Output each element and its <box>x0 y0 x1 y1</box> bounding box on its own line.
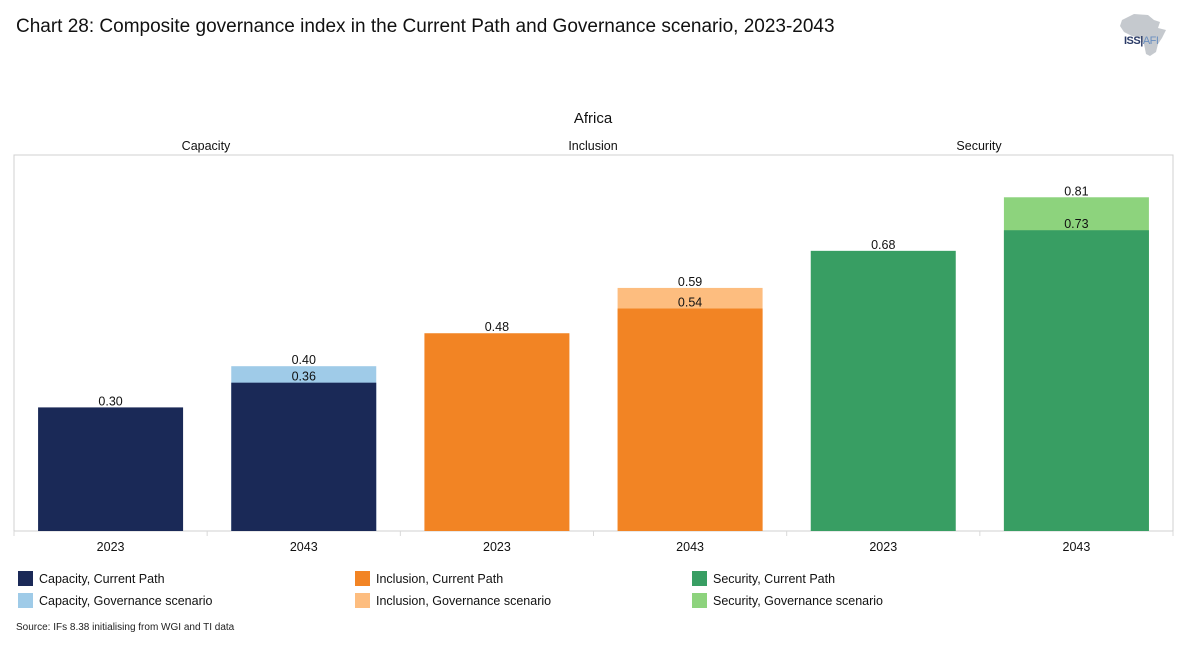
bar-current-path <box>231 382 377 531</box>
legend-swatch <box>355 571 370 586</box>
bar-current-path <box>617 308 763 531</box>
group-label-inclusion: Inclusion <box>568 139 618 153</box>
legend-item-inclusion-current: Inclusion, Current Path <box>355 571 503 586</box>
bar-current-path <box>38 407 184 531</box>
data-label-governance-scenario: 0.81 <box>1064 184 1088 198</box>
data-label-current-path: 0.30 <box>98 394 122 408</box>
legend-item-inclusion-scenario: Inclusion, Governance scenario <box>355 593 551 608</box>
africa-map-icon <box>1120 14 1166 56</box>
x-tick-label: 2023 <box>97 540 125 554</box>
data-label-current-path: 0.48 <box>485 320 509 334</box>
legend-item-security-current: Security, Current Path <box>692 571 835 586</box>
legend-swatch <box>355 593 370 608</box>
bar-current-path <box>424 333 570 531</box>
legend-swatch <box>692 571 707 586</box>
logo-wordmark: ISS|AFI <box>1124 35 1159 47</box>
bar-current-path <box>1003 230 1149 532</box>
chart-title: Chart 28: Composite governance index in … <box>16 16 835 37</box>
data-label-current-path: 0.54 <box>678 296 702 310</box>
legend-item-security-scenario: Security, Governance scenario <box>692 593 883 608</box>
data-label-current-path: 0.73 <box>1064 217 1088 231</box>
legend-swatch <box>692 593 707 608</box>
x-tick-label: 2043 <box>676 540 704 554</box>
x-tick-label: 2043 <box>1063 540 1091 554</box>
data-label-current-path: 0.68 <box>871 238 895 252</box>
legend-swatch <box>18 571 33 586</box>
plot-area-frame <box>13 154 1174 532</box>
data-label-governance-scenario: 0.40 <box>292 353 316 367</box>
legend-swatch <box>18 593 33 608</box>
data-label-current-path: 0.36 <box>292 370 316 384</box>
group-label-security: Security <box>956 139 1002 153</box>
x-tick-label: 2023 <box>483 540 511 554</box>
data-label-governance-scenario: 0.59 <box>678 275 702 289</box>
x-tick-label: 2043 <box>290 540 318 554</box>
group-label-capacity: Capacity <box>181 139 231 153</box>
source-note: Source: IFs 8.38 initialising from WGI a… <box>16 622 235 633</box>
bar-current-path <box>810 250 956 531</box>
chart-region-title: Africa <box>573 110 613 127</box>
legend-item-capacity-scenario: Capacity, Governance scenario <box>18 593 212 608</box>
legend-item-capacity-current: Capacity, Current Path <box>18 571 165 586</box>
x-tick-label: 2023 <box>869 540 897 554</box>
